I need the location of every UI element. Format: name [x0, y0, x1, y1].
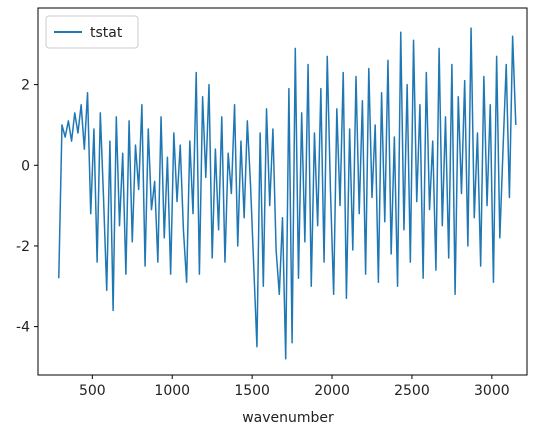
x-tick-label: 2000 [314, 383, 350, 399]
x-tick-label: 1500 [234, 383, 270, 399]
y-tick-label: -2 [16, 239, 30, 255]
data-line [58, 27, 517, 360]
x-tick-label: 2500 [394, 383, 430, 399]
x-tick-label: 500 [79, 383, 106, 399]
y-tick-label: 0 [21, 158, 30, 174]
legend-label: tstat [90, 25, 123, 41]
plot-frame [37, 7, 528, 376]
legend-box [45, 15, 139, 49]
x-tick-label: 1000 [154, 383, 190, 399]
y-tick-label: 2 [21, 78, 30, 94]
x-tick-label: 3000 [474, 383, 510, 399]
x-axis-label: wavenumber [242, 410, 334, 426]
y-tick-label: -4 [16, 320, 30, 336]
